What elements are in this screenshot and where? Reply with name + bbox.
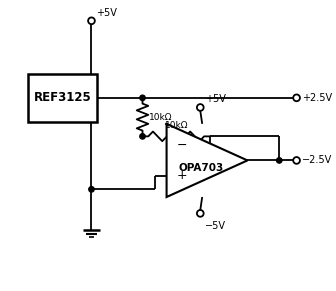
Circle shape xyxy=(277,158,282,163)
Text: REF3125: REF3125 xyxy=(34,91,91,104)
Text: 10kΩ: 10kΩ xyxy=(149,113,173,122)
Polygon shape xyxy=(167,124,247,197)
Circle shape xyxy=(140,134,145,139)
Text: 10kΩ: 10kΩ xyxy=(164,120,188,129)
Text: OPA703: OPA703 xyxy=(178,163,223,173)
Circle shape xyxy=(293,95,300,101)
Bar xyxy=(28,74,97,122)
Text: +5V: +5V xyxy=(96,8,117,18)
Text: +2.5V: +2.5V xyxy=(302,93,332,103)
Text: +5V: +5V xyxy=(205,94,226,104)
Circle shape xyxy=(89,187,94,192)
Text: −2.5V: −2.5V xyxy=(302,155,333,165)
Text: +: + xyxy=(176,169,187,182)
Circle shape xyxy=(197,104,204,111)
Circle shape xyxy=(88,17,95,24)
Text: −: − xyxy=(176,139,187,152)
Text: −5V: −5V xyxy=(205,221,226,231)
Circle shape xyxy=(140,95,145,100)
Circle shape xyxy=(293,157,300,164)
Circle shape xyxy=(197,210,204,217)
